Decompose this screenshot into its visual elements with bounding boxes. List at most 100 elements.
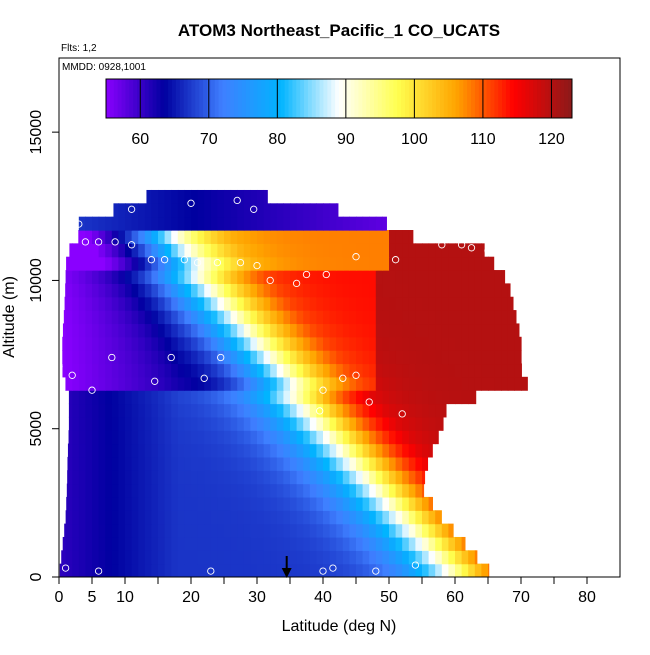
heat-cell (257, 550, 265, 565)
heat-cell (224, 296, 232, 311)
heat-cell (131, 283, 139, 298)
heat-cell (144, 536, 152, 551)
heat-cell (224, 350, 232, 365)
heat-cell (257, 390, 265, 405)
heat-cell (323, 536, 331, 551)
heat-cell (210, 496, 218, 511)
heat-cell (395, 443, 403, 458)
heat-cell (111, 470, 119, 485)
heat-cell (224, 390, 232, 405)
heat-cell (138, 403, 146, 418)
heat-cell (105, 283, 113, 298)
heat-cell (336, 336, 344, 351)
heat-cell (369, 363, 377, 378)
heat-cell (474, 563, 482, 577)
heat-cell (276, 563, 284, 577)
heat-cell (296, 456, 304, 471)
heat-cell (138, 363, 146, 378)
heat-cell (336, 310, 344, 325)
heat-cell (191, 456, 199, 471)
heat-cell (402, 456, 410, 471)
heat-cell (402, 363, 410, 378)
heat-cell (270, 443, 278, 458)
heat-cell (276, 310, 284, 325)
heat-cell (158, 483, 166, 498)
heat-cell (323, 390, 331, 405)
heat-cell (204, 536, 212, 551)
heat-cell (356, 323, 364, 338)
heat-cell (177, 510, 185, 525)
heat-cell (197, 336, 205, 351)
heat-cell (224, 310, 232, 325)
heat-cell (105, 470, 113, 485)
heat-cell (66, 483, 73, 498)
heat-cell (283, 523, 291, 538)
heat-cell (257, 443, 265, 458)
colorbar-segment (117, 79, 123, 118)
heat-cell (204, 390, 212, 405)
heat-cell (296, 443, 304, 458)
heat-cell (125, 430, 133, 445)
heat-cell (395, 243, 403, 258)
heat-cell (336, 323, 344, 338)
heat-cell (428, 310, 436, 325)
heat-cell (290, 243, 298, 258)
heat-cell (455, 550, 463, 565)
heat-cell (270, 283, 278, 298)
heat-cell (78, 230, 86, 244)
heat-cell (224, 203, 232, 218)
heat-cell (243, 536, 251, 551)
heat-cell (435, 523, 443, 538)
heat-cell (303, 510, 311, 525)
heat-cell (105, 363, 113, 378)
heat-cell (375, 510, 383, 525)
heat-cell (237, 296, 245, 311)
heat-cell (92, 496, 100, 511)
heat-cell (144, 363, 152, 378)
heat-cell (224, 470, 232, 485)
heat-cell (197, 230, 205, 244)
heat-cell (468, 550, 476, 565)
heat-cell (250, 496, 258, 511)
heat-cell (210, 270, 218, 284)
heat-cell (111, 443, 119, 458)
heat-cell (237, 403, 245, 418)
heat-cell (65, 270, 73, 284)
heat-cell (382, 350, 390, 365)
heat-cell (408, 350, 416, 365)
heat-cell (66, 256, 73, 271)
sample-point (111, 238, 119, 246)
heat-cell (309, 270, 317, 284)
heat-cell (323, 496, 331, 511)
heat-cell (68, 430, 73, 445)
heat-cell (408, 563, 416, 577)
heat-cell (290, 550, 298, 565)
heat-cell (356, 443, 364, 458)
heat-cell (230, 376, 238, 391)
heat-cell (197, 470, 205, 485)
heat-cell (316, 416, 324, 431)
heat-cell (349, 416, 357, 431)
heat-cell (191, 443, 199, 458)
heat-cell (369, 390, 377, 405)
heat-cell (224, 283, 232, 298)
heat-cell (494, 350, 502, 365)
heat-cell (105, 403, 113, 418)
heat-cell (111, 270, 119, 284)
heat-cell (441, 390, 449, 405)
heat-cell (362, 283, 370, 298)
heat-cell (184, 283, 192, 298)
heat-cell (184, 536, 192, 551)
heat-cell (408, 416, 416, 431)
heat-cell (237, 230, 245, 244)
heat-cell (303, 470, 311, 485)
heat-cell (177, 376, 185, 391)
heat-cell (191, 470, 199, 485)
heat-cell (111, 243, 119, 258)
heat-cell (151, 390, 159, 405)
heat-cell (408, 443, 416, 458)
heat-cell (257, 216, 265, 231)
x-axis: 0 5 10 20 30 40 50 60 70 80 (55, 577, 596, 606)
heat-cell (415, 296, 423, 311)
heat-cell (224, 363, 232, 378)
